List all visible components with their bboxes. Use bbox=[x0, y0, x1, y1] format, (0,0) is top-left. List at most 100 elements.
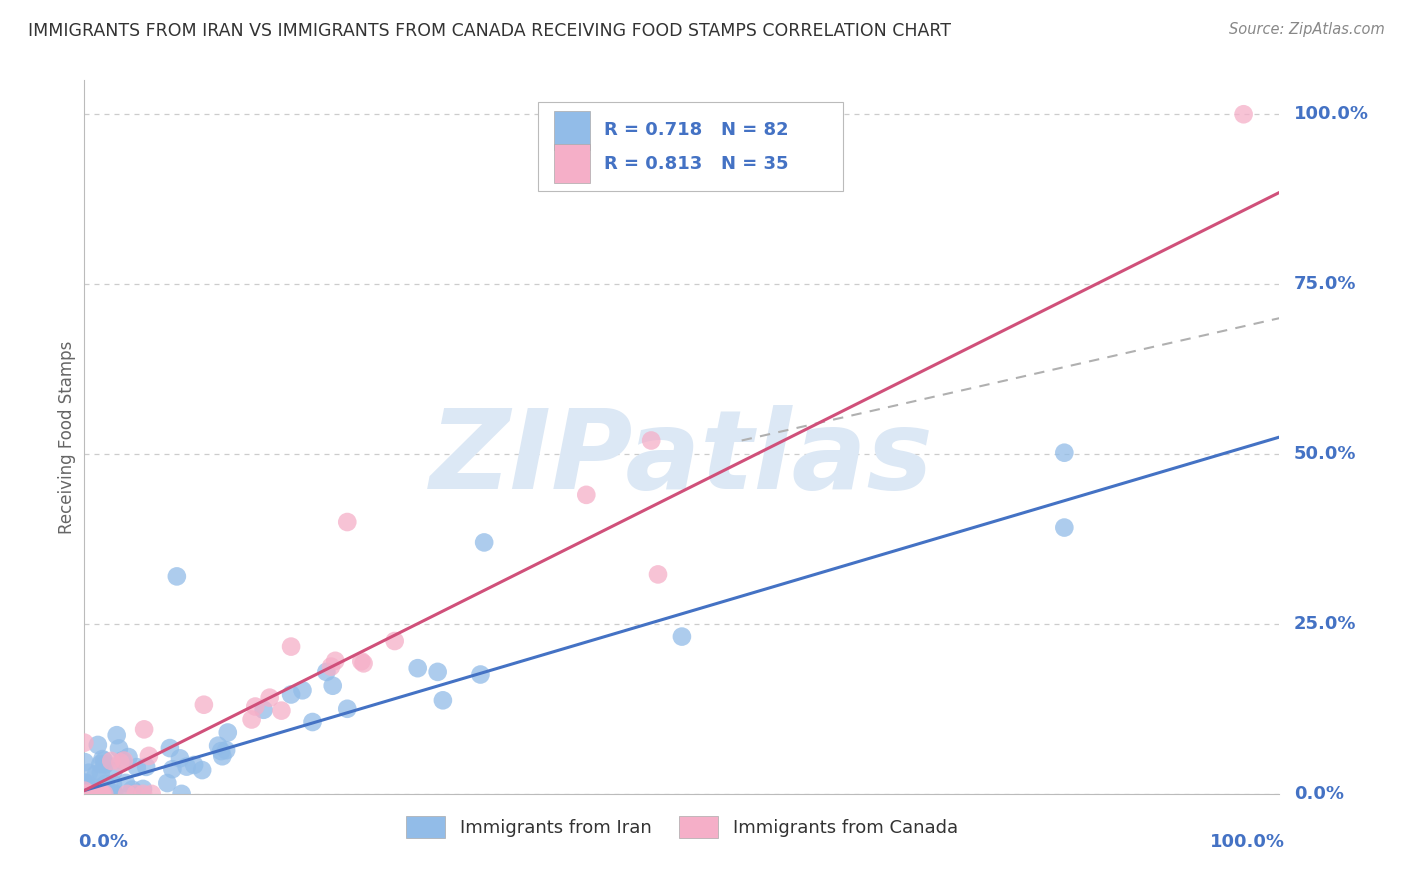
Immigrants from Iran bbox=[104, 787, 127, 801]
Immigrants from Iran bbox=[432, 693, 454, 707]
Immigrants from Iran bbox=[169, 751, 191, 765]
Immigrants from Iran bbox=[73, 786, 96, 800]
Immigrants from Iran bbox=[103, 764, 125, 778]
Text: 75.0%: 75.0% bbox=[1294, 275, 1357, 293]
Immigrants from Iran bbox=[87, 787, 110, 801]
Immigrants from Canada bbox=[76, 787, 98, 801]
Immigrants from Iran bbox=[80, 787, 103, 801]
Immigrants from Iran bbox=[336, 702, 359, 716]
Immigrants from Iran bbox=[183, 758, 205, 772]
Immigrants from Iran bbox=[94, 777, 117, 791]
Immigrants from Iran bbox=[73, 755, 96, 769]
Immigrants from Iran bbox=[470, 667, 492, 681]
Immigrants from Iran bbox=[75, 787, 97, 801]
Immigrants from Iran bbox=[111, 753, 134, 767]
Immigrants from Iran bbox=[89, 787, 111, 801]
Immigrants from Canada bbox=[259, 690, 281, 705]
Immigrants from Iran bbox=[73, 787, 96, 801]
Immigrants from Canada bbox=[79, 787, 101, 801]
Immigrants from Canada bbox=[384, 634, 406, 648]
Immigrants from Iran bbox=[117, 750, 139, 764]
Text: Source: ZipAtlas.com: Source: ZipAtlas.com bbox=[1229, 22, 1385, 37]
Immigrants from Iran bbox=[77, 765, 100, 780]
Immigrants from Canada bbox=[90, 787, 112, 801]
Immigrants from Iran bbox=[90, 765, 112, 780]
Immigrants from Iran bbox=[80, 782, 103, 797]
Text: IMMIGRANTS FROM IRAN VS IMMIGRANTS FROM CANADA RECEIVING FOOD STAMPS CORRELATION: IMMIGRANTS FROM IRAN VS IMMIGRANTS FROM … bbox=[28, 22, 950, 40]
Immigrants from Canada bbox=[323, 654, 346, 668]
Immigrants from Canada bbox=[138, 748, 160, 763]
Text: R = 0.813   N = 35: R = 0.813 N = 35 bbox=[605, 155, 789, 173]
Immigrants from Iran bbox=[89, 757, 111, 772]
Immigrants from Iran bbox=[84, 787, 107, 801]
Immigrants from Iran bbox=[209, 744, 232, 758]
Immigrants from Iran bbox=[253, 703, 276, 717]
Immigrants from Iran bbox=[77, 787, 100, 801]
Immigrants from Iran bbox=[103, 786, 125, 800]
Immigrants from Iran bbox=[94, 757, 117, 772]
Immigrants from Canada bbox=[280, 640, 302, 654]
Immigrants from Canada bbox=[112, 754, 135, 768]
Immigrants from Iran bbox=[101, 777, 124, 791]
Immigrants from Canada bbox=[132, 787, 155, 801]
Immigrants from Iran bbox=[73, 780, 96, 794]
Immigrants from Canada bbox=[76, 787, 98, 801]
Immigrants from Iran bbox=[73, 785, 96, 799]
Immigrants from Iran bbox=[472, 535, 495, 549]
Immigrants from Canada bbox=[353, 657, 375, 671]
Immigrants from Iran bbox=[73, 776, 96, 790]
Immigrants from Iran bbox=[75, 783, 97, 797]
Immigrants from Iran bbox=[1053, 446, 1076, 460]
Immigrants from Canada bbox=[640, 434, 662, 448]
Immigrants from Iran bbox=[87, 738, 110, 752]
Immigrants from Canada bbox=[90, 787, 112, 801]
Immigrants from Iran bbox=[73, 787, 96, 801]
Immigrants from Canada bbox=[73, 736, 96, 750]
Immigrants from Canada bbox=[193, 698, 215, 712]
Immigrants from Iran bbox=[671, 630, 693, 644]
Text: ZIPatlas: ZIPatlas bbox=[430, 405, 934, 512]
Immigrants from Iran bbox=[159, 741, 181, 756]
Immigrants from Iran bbox=[114, 776, 136, 790]
Immigrants from Iran bbox=[75, 775, 97, 789]
Immigrants from Canada bbox=[350, 654, 373, 668]
Immigrants from Iran bbox=[280, 688, 302, 702]
Immigrants from Canada bbox=[115, 787, 138, 801]
Immigrants from Canada bbox=[110, 756, 132, 770]
Immigrants from Iran bbox=[91, 752, 114, 766]
FancyBboxPatch shape bbox=[538, 102, 844, 191]
Immigrants from Iran bbox=[108, 741, 131, 756]
Immigrants from Canada bbox=[132, 723, 156, 737]
Immigrants from Iran bbox=[84, 780, 107, 795]
Immigrants from Canada bbox=[100, 754, 122, 768]
Immigrants from Iran bbox=[135, 760, 157, 774]
Immigrants from Iran bbox=[291, 683, 314, 698]
Text: 25.0%: 25.0% bbox=[1294, 615, 1357, 633]
Immigrants from Canada bbox=[336, 515, 359, 529]
Text: 100.0%: 100.0% bbox=[1211, 833, 1285, 851]
Immigrants from Iran bbox=[98, 787, 121, 801]
Immigrants from Canada bbox=[575, 488, 598, 502]
Immigrants from Iran bbox=[125, 760, 148, 774]
Immigrants from Iran bbox=[121, 782, 143, 797]
Immigrants from Canada bbox=[647, 567, 669, 582]
Immigrants from Canada bbox=[240, 713, 263, 727]
Immigrants from Iran bbox=[132, 781, 155, 796]
Immigrants from Iran bbox=[77, 782, 100, 797]
Immigrants from Iran bbox=[166, 569, 188, 583]
Immigrants from Iran bbox=[93, 754, 115, 768]
Immigrants from Iran bbox=[77, 787, 100, 801]
Immigrants from Iran bbox=[426, 665, 449, 679]
Text: 100.0%: 100.0% bbox=[1294, 105, 1369, 123]
Immigrants from Iran bbox=[211, 749, 233, 764]
FancyBboxPatch shape bbox=[554, 145, 591, 184]
Immigrants from Iran bbox=[76, 787, 98, 801]
Immigrants from Iran bbox=[176, 759, 198, 773]
Immigrants from Iran bbox=[84, 767, 107, 781]
Legend: Immigrants from Iran, Immigrants from Canada: Immigrants from Iran, Immigrants from Ca… bbox=[398, 809, 966, 846]
Text: 0.0%: 0.0% bbox=[79, 833, 128, 851]
Text: 50.0%: 50.0% bbox=[1294, 445, 1357, 463]
Immigrants from Canada bbox=[75, 787, 97, 801]
Y-axis label: Receiving Food Stamps: Receiving Food Stamps bbox=[58, 341, 76, 533]
Immigrants from Iran bbox=[76, 787, 98, 801]
